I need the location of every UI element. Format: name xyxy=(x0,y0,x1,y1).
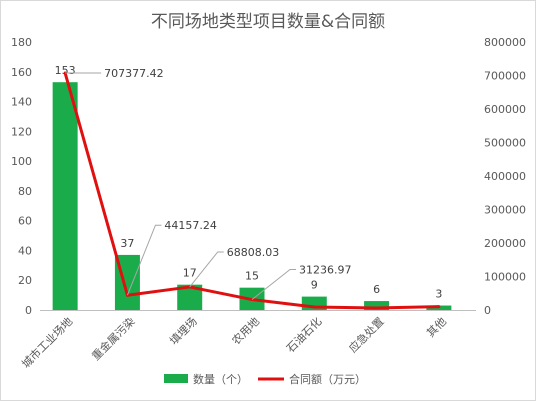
legend-bar-swatch xyxy=(164,374,188,383)
y-left-tick-label: 180 xyxy=(11,36,32,49)
legend: 数量（个） 合同额（万元） xyxy=(164,372,366,386)
category-label: 石油石化 xyxy=(283,314,324,355)
y-left-tick-label: 120 xyxy=(11,125,32,138)
y-axis-right: 0 100000 200000 300000 400000 500000 600000 700… xyxy=(484,36,526,317)
line-point xyxy=(437,305,441,309)
category-label: 农用地 xyxy=(229,314,262,347)
bar-data-label: 37 xyxy=(120,237,134,250)
y-left-tick-label: 100 xyxy=(11,155,32,168)
y-right-tick-label: 0 xyxy=(484,304,491,317)
bar-data-label: 9 xyxy=(311,279,318,292)
bar xyxy=(52,82,78,310)
y-left-tick-label: 0 xyxy=(25,304,32,317)
category-label: 填埋场 xyxy=(167,314,200,347)
chart-title: 不同场地类型项目数量&合同额 xyxy=(151,12,385,32)
y-right-tick-label: 400000 xyxy=(484,170,526,183)
y-left-tick-label: 40 xyxy=(18,244,32,257)
line-data-label: 68808.03 xyxy=(227,246,280,259)
bar-data-label: 153 xyxy=(55,64,76,77)
y-left-tick-label: 20 xyxy=(18,274,32,287)
leader-line xyxy=(126,224,162,296)
bar-data-label: 6 xyxy=(373,283,380,296)
line-data-label: 707377.42 xyxy=(104,67,163,80)
leader-line xyxy=(251,269,296,300)
category-label: 重金属污染 xyxy=(89,314,138,363)
y-axis-left: 0 20 40 60 80 100 120 140 160 180 xyxy=(11,36,32,317)
y-left-tick-label: 140 xyxy=(11,96,32,109)
line-point xyxy=(375,306,379,310)
legend-bar-label: 数量（个） xyxy=(193,373,248,386)
line-data-label: 44157.24 xyxy=(164,219,217,232)
y-left-tick-label: 160 xyxy=(11,66,32,79)
bar xyxy=(364,301,390,310)
leader-line xyxy=(189,251,224,288)
line-data-label: 31236.97 xyxy=(299,264,352,277)
y-right-tick-label: 500000 xyxy=(484,137,526,150)
bar-data-label: 3 xyxy=(435,288,442,301)
category-label: 其他 xyxy=(424,315,449,340)
y-right-tick-label: 800000 xyxy=(484,36,526,49)
bar-data-label: 17 xyxy=(183,267,197,280)
y-right-tick-label: 700000 xyxy=(484,70,526,83)
y-right-tick-label: 600000 xyxy=(484,103,526,116)
category-label: 应急处置 xyxy=(346,314,387,355)
category-label: 城市工业场地 xyxy=(19,314,76,371)
y-right-tick-label: 300000 xyxy=(484,204,526,217)
data-labels: 153 37 17 15 9 6 3 707377.42 44157.24 68808.03 312… xyxy=(55,64,443,300)
bar-data-label: 15 xyxy=(245,270,259,283)
y-right-tick-label: 200000 xyxy=(484,237,526,250)
x-axis: 城市工业场地 重金属污染 填埋场 农用地 石油石化 应急处置 其他 xyxy=(19,310,476,371)
line-point xyxy=(312,305,316,309)
y-left-tick-label: 80 xyxy=(18,185,32,198)
y-left-tick-label: 60 xyxy=(18,215,32,228)
y-right-tick-label: 100000 xyxy=(484,271,526,284)
legend-line-label: 合同额（万元） xyxy=(289,372,366,386)
